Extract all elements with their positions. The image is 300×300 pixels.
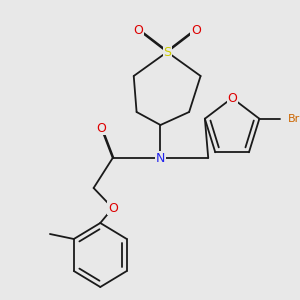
Text: O: O: [108, 202, 118, 214]
Text: Br: Br: [288, 114, 300, 124]
Text: O: O: [227, 92, 237, 104]
Text: O: O: [191, 23, 201, 37]
Text: N: N: [156, 152, 165, 164]
Text: O: O: [96, 122, 106, 134]
Text: O: O: [134, 23, 143, 37]
Text: S: S: [163, 46, 171, 59]
